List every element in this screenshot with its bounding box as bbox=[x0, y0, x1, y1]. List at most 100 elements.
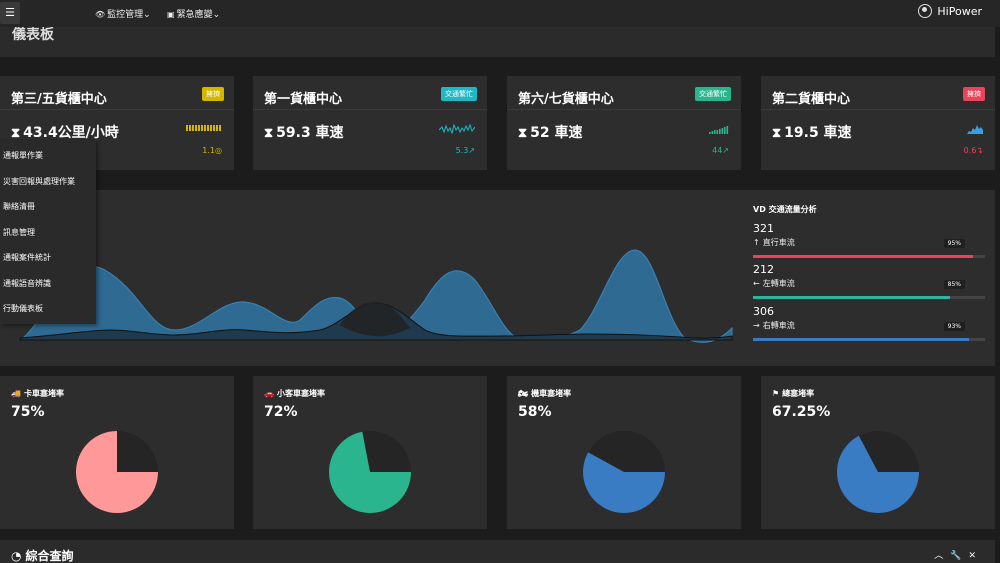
vd-flow-percent: 85% bbox=[943, 280, 965, 289]
nav-emergency-label: 緊急應變 bbox=[176, 10, 213, 20]
vd-progress-fill bbox=[753, 255, 974, 258]
pie-chart bbox=[329, 431, 411, 513]
flag-icon: ⚑ bbox=[772, 389, 780, 398]
pie-slice-value bbox=[837, 435, 919, 513]
truck-icon: 🚚 bbox=[11, 389, 21, 398]
vd-flow-percent: 95% bbox=[943, 239, 965, 248]
hourglass-icon: ⧗ bbox=[772, 126, 782, 141]
side-menu-item[interactable]: 訊息管理 bbox=[3, 227, 35, 237]
hourglass-icon: ⧗ bbox=[11, 126, 21, 141]
stat-card[interactable]: 第六/七貨櫃中心 交通繁忙 ⧗ 52 車速 44↗ bbox=[507, 76, 741, 170]
stat-card-name: 第一貨櫃中心 bbox=[264, 92, 343, 107]
vd-flow-label-text: 右轉車流 bbox=[762, 321, 795, 330]
vd-progress-fill bbox=[753, 296, 951, 299]
stat-card-name: 第二貨櫃中心 bbox=[772, 92, 851, 107]
vd-flow-label-text: 左轉車流 bbox=[762, 279, 795, 288]
vd-progress-track bbox=[753, 338, 985, 341]
close-icon[interactable]: ✕ bbox=[968, 551, 983, 561]
stat-delta-value: 5.3 bbox=[455, 146, 469, 155]
vd-progress-fill bbox=[753, 338, 969, 341]
hamburger-menu-icon[interactable]: ☰ bbox=[0, 2, 20, 24]
trend-down-icon: ↴ bbox=[976, 146, 983, 155]
stat-value-text: 19.5 車速 bbox=[784, 125, 852, 141]
stat-card-name: 第六/七貨櫃中心 bbox=[518, 92, 614, 107]
stat-value-text: 59.3 車速 bbox=[276, 125, 344, 141]
card-divider bbox=[761, 109, 995, 110]
dot-circle-icon: ◎ bbox=[215, 146, 222, 155]
pie-card-title: 🚗 小客車塞堵率 bbox=[264, 388, 325, 399]
sparkline bbox=[967, 125, 983, 134]
pie-card: ⚑ 總塞堵率 67.25% bbox=[761, 376, 995, 529]
side-menu-item[interactable]: 行動儀表板 bbox=[3, 304, 43, 313]
pie-card: 🏍 機車塞堵率 58% bbox=[507, 376, 741, 529]
nav-emergency[interactable]: ▣ 緊急應變⌄ bbox=[167, 7, 220, 20]
nav-monitoring-label: 監控管理 bbox=[107, 10, 144, 20]
stat-card[interactable]: 第一貨櫃中心 交通繁忙 ⧗ 59.3 車速 5.3↗ bbox=[253, 76, 487, 170]
status-badge: 擁擠 bbox=[963, 87, 985, 101]
chevron-up-icon[interactable]: ︿ bbox=[934, 551, 951, 561]
car-icon: 🚗 bbox=[264, 389, 274, 398]
stat-value: ⧗ 19.5 車速 bbox=[772, 122, 852, 142]
vd-flow-row: 212 ← 左轉車流 85% bbox=[753, 263, 985, 299]
page-title: 儀表板 bbox=[12, 27, 54, 43]
trend-up-icon: ↗ bbox=[722, 146, 729, 155]
side-dropdown-menu: 通報單作業災害回報與處理作業 聯絡清冊訊息管理通報案件統計 通報語音辨識 行動儀表板 bbox=[0, 140, 96, 324]
pie-card-title: 🏍 機車塞堵率 bbox=[518, 388, 571, 399]
stat-value-text: 43.4公里/小時 bbox=[23, 125, 119, 141]
vd-title: VD 交通流量分析 bbox=[753, 205, 817, 214]
pie-slice-value bbox=[583, 452, 665, 513]
pie-chart bbox=[837, 431, 919, 513]
vd-flow-label: → 右轉車流 bbox=[753, 320, 985, 331]
wrench-icon[interactable]: 🔧 bbox=[950, 551, 969, 561]
pie-chart bbox=[583, 431, 665, 513]
vd-progress-track bbox=[753, 296, 985, 299]
arrow-left-icon: ← bbox=[753, 279, 760, 288]
vd-flow-label-text: 直行車流 bbox=[762, 238, 795, 247]
sparkline bbox=[186, 125, 221, 131]
traffic-area-series-overlay bbox=[340, 302, 410, 337]
user-name: HiPower bbox=[937, 4, 982, 18]
pie-slice-value bbox=[329, 431, 411, 513]
stat-card[interactable]: 第二貨櫃中心 擁擠 ⧗ 19.5 車速 0.6↴ bbox=[761, 76, 995, 170]
stat-delta: 44↗ bbox=[712, 146, 729, 155]
vd-flow-label: ← 左轉車流 bbox=[753, 278, 985, 289]
stat-delta: 0.6↴ bbox=[964, 146, 983, 155]
status-badge: 交通繁忙 bbox=[441, 87, 477, 101]
hourglass-icon: ⧗ bbox=[264, 126, 274, 141]
pie-chart bbox=[76, 431, 158, 513]
stat-value-text: 52 車速 bbox=[530, 125, 583, 141]
pie-card-value: 72% bbox=[264, 404, 298, 420]
side-menu-item[interactable]: 通報案件統計 bbox=[3, 253, 51, 262]
vd-flow-count: 212 bbox=[753, 263, 774, 276]
pie-card-value: 58% bbox=[518, 404, 552, 420]
card-divider bbox=[0, 109, 234, 110]
sparkline bbox=[439, 123, 475, 135]
panel-controls: ︿🔧✕ bbox=[934, 548, 983, 561]
side-menu-item[interactable]: 通報單作業 bbox=[3, 151, 43, 160]
chevron-down-icon: ⌄ bbox=[212, 10, 221, 20]
pie-card-label: 小客車塞堵率 bbox=[276, 389, 325, 398]
side-menu-item[interactable]: 通報語音辨識 bbox=[3, 278, 51, 288]
nav-monitoring[interactable]: 👁 監控管理⌄ bbox=[95, 7, 151, 20]
pie-card: 🚚 卡車塞堵率 75% bbox=[0, 376, 234, 529]
pie-card-label: 總塞堵率 bbox=[782, 389, 815, 398]
side-menu-item[interactable]: 聯絡清冊 bbox=[3, 202, 35, 211]
status-badge: 擁擠 bbox=[202, 87, 224, 101]
card-divider bbox=[253, 109, 487, 110]
stat-value: ⧗ 59.3 車速 bbox=[264, 122, 344, 142]
pie-chart-icon: ◔ bbox=[11, 549, 22, 563]
trend-up-icon: ↗ bbox=[468, 146, 475, 155]
user-menu[interactable]: HiPower bbox=[918, 4, 982, 18]
stat-delta: 5.3↗ bbox=[456, 146, 475, 155]
pie-card-value: 67.25% bbox=[772, 404, 831, 420]
vd-flow-row: 306 → 右轉車流 93% bbox=[753, 305, 985, 341]
eye-icon: 👁 bbox=[95, 10, 106, 19]
side-menu-item[interactable]: 災害回報與處理作業 bbox=[3, 176, 75, 186]
vd-flow-percent: 93% bbox=[943, 322, 965, 331]
pie-slice-value bbox=[76, 431, 158, 513]
motorcycle-icon: 🏍 bbox=[518, 389, 529, 398]
user-avatar-icon bbox=[918, 4, 933, 18]
arrow-up-icon: ↑ bbox=[753, 238, 760, 247]
arrow-right-icon: → bbox=[753, 321, 760, 330]
stat-delta-value: 0.6 bbox=[963, 146, 977, 155]
